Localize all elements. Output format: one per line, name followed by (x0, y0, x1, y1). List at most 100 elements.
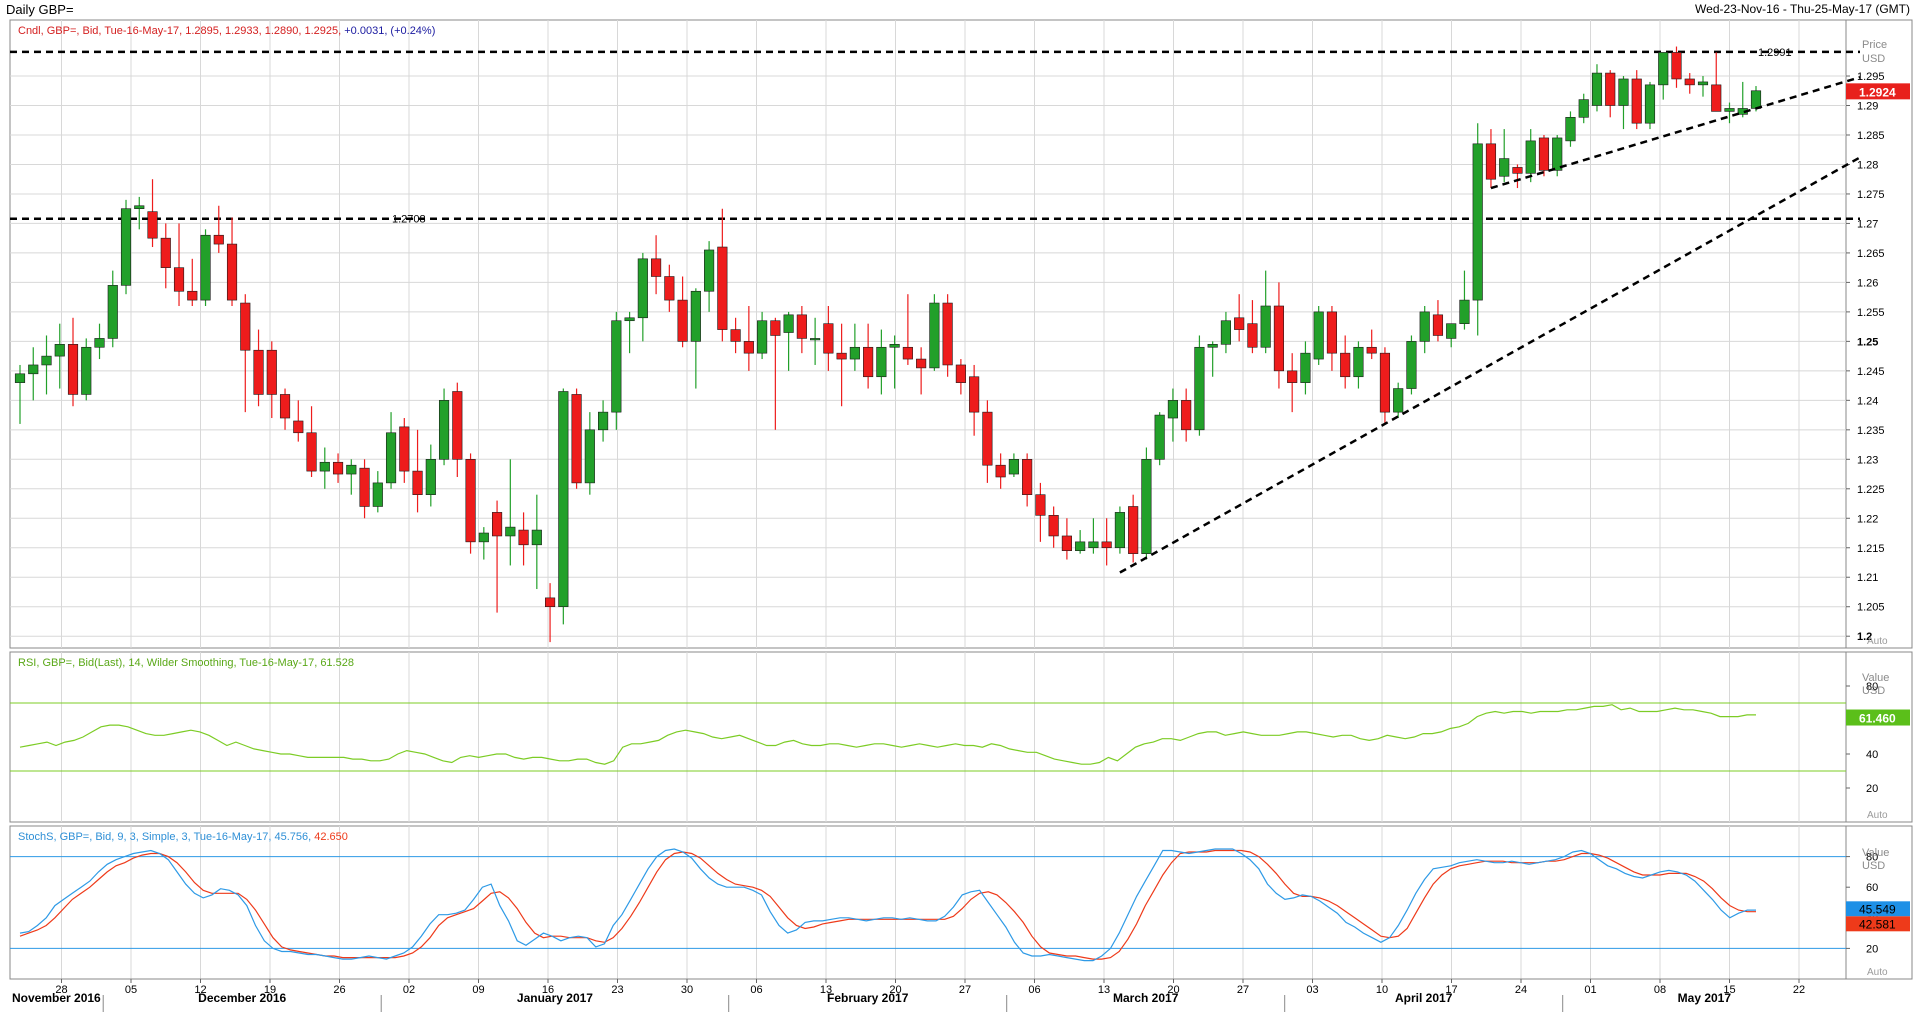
month-label-5: April 2017 (1395, 991, 1453, 1005)
candle-body-57 (770, 320, 781, 336)
price-tick-label-11: 1.255 (1857, 307, 1885, 319)
candle-body-110 (1472, 143, 1483, 301)
candle-body-90 (1207, 344, 1218, 348)
candle-body-115 (1538, 137, 1550, 171)
x-tick-label-7: 16 (542, 984, 554, 996)
month-label-3: February 2017 (827, 991, 909, 1005)
candle-body-72 (969, 376, 980, 413)
trendline-upper (1490, 76, 1861, 190)
candle-body-88 (1181, 400, 1192, 431)
candle-body-76 (1022, 459, 1033, 495)
candle-body-21 (293, 420, 304, 434)
candle-body-7 (107, 285, 118, 339)
resistance-label-1: 1.2991 (1758, 47, 1792, 59)
candle-body-53 (717, 246, 728, 330)
rsi-tick-label-3: 80 (1866, 681, 1878, 693)
stoch-k-line (19, 848, 1756, 962)
candle-body-125 (1671, 52, 1682, 80)
stoch-d-tag (1846, 916, 1910, 932)
candle-body-89 (1194, 346, 1205, 431)
candle-body-74 (995, 464, 1006, 478)
stoch-legend-d: 42.650 (314, 831, 348, 843)
candle-body-40 (545, 597, 556, 608)
stoch-axis-title: Value (1862, 847, 1889, 859)
x-tick-label-24: 15 (1723, 984, 1735, 996)
candle-body-84 (1128, 506, 1139, 554)
candle-body-98 (1313, 311, 1324, 360)
panel-frame-3 (9, 825, 1847, 980)
x-tick-label-18: 03 (1306, 984, 1318, 996)
price-tick-label-18: 1.29 (1857, 101, 1878, 113)
candle-body-67 (902, 346, 913, 360)
x-tick-label-16: 20 (1167, 984, 1179, 996)
candle-body-128 (1711, 84, 1722, 112)
x-tick-label-8: 23 (611, 984, 623, 996)
candle-body-96 (1287, 370, 1298, 383)
candle-body-63 (849, 346, 860, 360)
candle-body-102 (1366, 346, 1377, 354)
date-range: Wed-23-Nov-16 - Thu-25-May-17 (GMT) (1695, 2, 1910, 16)
candle-body-92 (1234, 317, 1245, 330)
candle-body-32 (438, 400, 450, 460)
candle-body-73 (982, 411, 993, 466)
candle-body-28 (385, 432, 397, 484)
candle-body-19 (266, 349, 277, 395)
price-tick-label-2: 1.21 (1857, 572, 1878, 584)
x-tick-label-23: 08 (1654, 984, 1666, 996)
candle-body-126 (1684, 78, 1695, 86)
candle-body-118 (1578, 99, 1589, 118)
candle-body-31 (425, 459, 436, 495)
x-tick-label-14: 06 (1028, 984, 1040, 996)
rsi-tick-label-1: 40 (1866, 749, 1878, 761)
x-tick-label-5: 02 (403, 984, 415, 996)
candle-body-105 (1406, 341, 1417, 389)
price-axis-unit: USD (1862, 53, 1885, 65)
price-tick-label-17: 1.285 (1857, 130, 1885, 142)
candle-body-48 (651, 258, 662, 277)
candle-body-59 (796, 314, 807, 339)
last-price-tag (1846, 83, 1910, 100)
candle-body-65 (876, 346, 887, 378)
candle-body-77 (1035, 494, 1046, 516)
candle-body-70 (942, 302, 953, 366)
candle-body-6 (94, 338, 105, 348)
candle-body-15 (213, 234, 224, 245)
rsi-auto-label[interactable]: Auto (1867, 810, 1888, 821)
x-tick-label-0: 28 (55, 984, 67, 996)
candle-body-22 (306, 432, 317, 472)
price-tick-label-1: 1.205 (1857, 602, 1885, 614)
candle-body-93 (1247, 323, 1258, 348)
candle-body-51 (690, 290, 701, 342)
price-auto-label[interactable]: Auto (1867, 636, 1888, 647)
candle-body-18 (253, 349, 264, 395)
candle-body-78 (1048, 515, 1059, 537)
month-label-2: January 2017 (517, 991, 593, 1005)
price-tick-label-6: 1.23 (1857, 454, 1878, 466)
candle-body-131 (1750, 90, 1762, 109)
price-tick-label-12: 1.26 (1857, 277, 1878, 289)
candle-body-50 (677, 299, 688, 342)
last-price-value: 1.2924 (1859, 85, 1896, 99)
x-tick-label-11: 13 (820, 984, 832, 996)
x-tick-label-12: 20 (889, 984, 901, 996)
stoch-legend-k: StochS, GBP=, Bid, 9, 3, Simple, 3, Tue-… (18, 831, 314, 843)
price-tick-label-10: 1.25 (1857, 336, 1878, 348)
month-label-6: May 2017 (1678, 991, 1732, 1005)
candle-body-107 (1432, 314, 1444, 336)
price-tick-label-9: 1.245 (1857, 366, 1885, 378)
candle-body-75 (1008, 459, 1019, 475)
axis-frame-2 (1845, 651, 1913, 823)
candle-body-86 (1154, 414, 1165, 460)
stoch-auto-label[interactable]: Auto (1867, 967, 1888, 978)
candle-body-127 (1697, 81, 1709, 86)
candle-body-106 (1419, 311, 1430, 342)
candle-body-56 (757, 320, 768, 354)
candle-body-114 (1525, 140, 1536, 174)
candle-body-13 (187, 290, 198, 301)
candle-body-17 (240, 302, 251, 351)
x-tick-label-6: 09 (472, 984, 484, 996)
candle-body-34 (465, 459, 476, 543)
rsi-line (19, 704, 1756, 765)
candle-body-43 (584, 429, 595, 484)
